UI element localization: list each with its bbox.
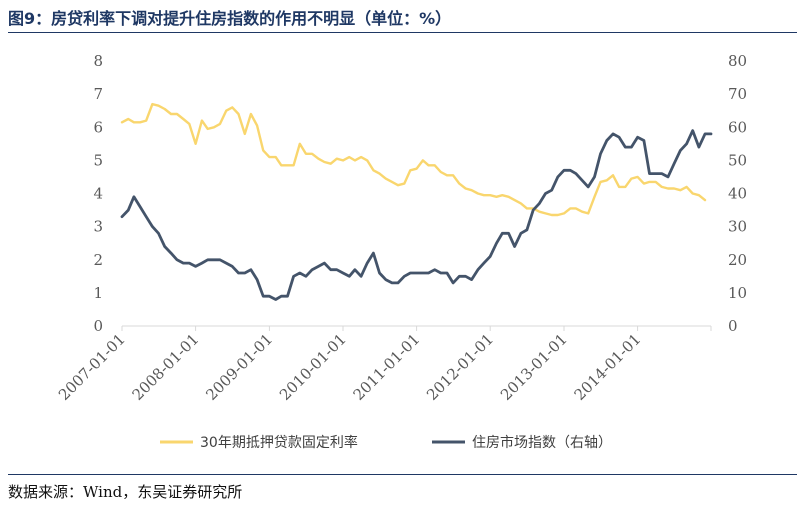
right-tick-label: 30 — [728, 218, 747, 236]
chart-axes — [121, 325, 712, 331]
x-tick-label: 2010-01-01 — [276, 330, 350, 404]
left-tick-label: 6 — [93, 118, 103, 136]
title-rule — [8, 32, 797, 33]
series-lines — [120, 102, 713, 301]
right-tick-label: 40 — [728, 185, 747, 203]
right-tick-label: 60 — [728, 118, 747, 136]
right-tick-label: 20 — [728, 251, 747, 269]
series-line-1 — [120, 102, 707, 217]
left-tick-label: 7 — [93, 85, 103, 103]
right-tick-label: 10 — [728, 284, 747, 302]
x-tick-label: 2012-01-01 — [423, 330, 497, 404]
x-tick-label: 2009-01-01 — [202, 330, 276, 404]
figure-title: 图9：房贷利率下调对提升住房指数的作用不明显（单位：%） — [8, 9, 452, 28]
left-tick-label: 1 — [93, 284, 103, 302]
left-tick-label: 0 — [93, 317, 103, 335]
x-tick-label: 2011-01-01 — [350, 330, 424, 404]
source-rule — [8, 474, 797, 475]
x-tick-label: 2007-01-01 — [55, 330, 129, 404]
legend: 30年期抵押贷款固定利率 住房市场指数（右轴） — [160, 434, 612, 451]
x-tick-label: 2008-01-01 — [129, 330, 203, 404]
left-tick-label: 8 — [93, 52, 103, 70]
right-axis-tick-labels: 0 10 20 30 40 50 60 70 80 — [728, 52, 747, 335]
right-tick-label: 0 — [728, 317, 738, 335]
source-note: 数据来源：Wind，东吴证券研究所 — [8, 483, 243, 501]
x-tick-label: 2014-01-01 — [571, 330, 645, 404]
left-tick-label: 3 — [93, 218, 103, 236]
right-tick-label: 50 — [728, 151, 747, 169]
left-axis-tick-labels: 0 1 2 3 4 5 6 7 8 — [93, 52, 103, 335]
legend-label-2: 住房市场指数（右轴） — [472, 434, 612, 451]
legend-label-1: 30年期抵押贷款固定利率 — [200, 434, 358, 451]
series-line-2 — [120, 129, 713, 301]
left-tick-label: 4 — [93, 185, 103, 203]
right-tick-label: 70 — [728, 85, 747, 103]
left-tick-label: 2 — [93, 251, 103, 269]
left-tick-label: 5 — [93, 151, 103, 169]
x-tick-label: 2013-01-01 — [497, 330, 571, 404]
right-tick-label: 80 — [728, 52, 747, 70]
x-axis-tick-labels: 2007-01-01 2008-01-01 2009-01-01 2010-01-01… — [55, 330, 644, 404]
